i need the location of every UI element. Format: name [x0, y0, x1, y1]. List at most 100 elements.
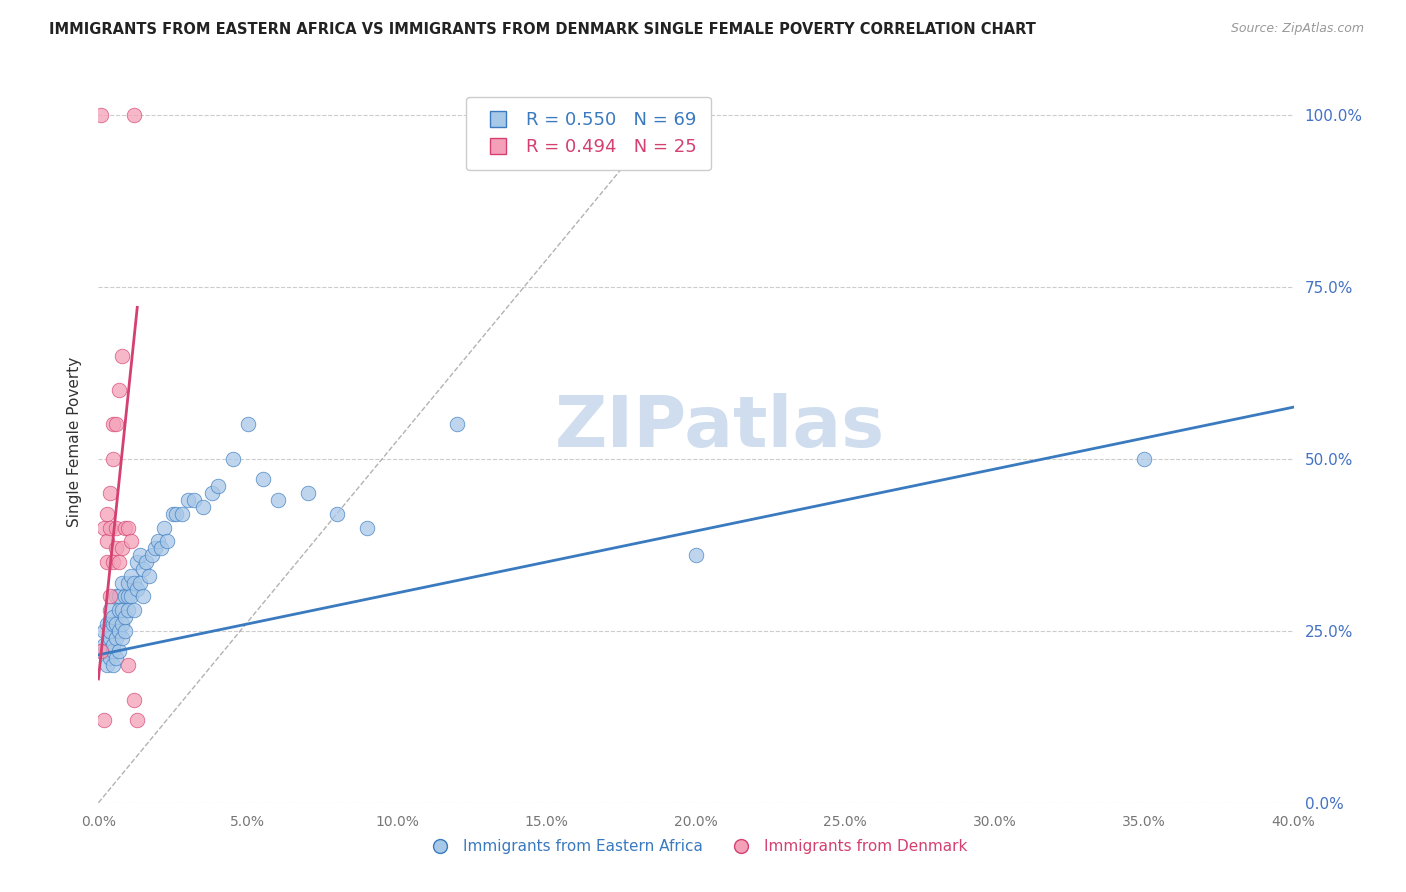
Point: [90, 644, 112, 658]
Point: [98, 631, 122, 645]
Point: [105, 541, 128, 556]
Point: [143, 541, 166, 556]
Point: [129, 548, 152, 562]
Point: [267, 493, 290, 508]
Point: [150, 541, 173, 556]
Point: [222, 451, 245, 466]
Point: [685, 548, 707, 562]
Point: [93, 713, 115, 727]
Point: [98, 603, 122, 617]
Point: [108, 555, 131, 569]
Point: [124, 108, 146, 122]
Point: [326, 507, 349, 521]
Point: [93, 520, 115, 534]
Text: IMMIGRANTS FROM EASTERN AFRICA VS IMMIGRANTS FROM DENMARK SINGLE FEMALE POVERTY : IMMIGRANTS FROM EASTERN AFRICA VS IMMIGR…: [49, 22, 1036, 37]
Point: [135, 555, 157, 569]
Point: [103, 658, 125, 673]
Point: [172, 507, 194, 521]
Point: [165, 507, 187, 521]
Point: [103, 638, 125, 652]
Point: [103, 610, 125, 624]
Point: [108, 624, 131, 638]
Point: [98, 651, 122, 665]
Point: [98, 590, 122, 604]
Point: [98, 520, 122, 534]
Point: [108, 644, 131, 658]
Point: [103, 555, 125, 569]
Point: [96, 507, 118, 521]
Point: [132, 562, 155, 576]
Point: [1133, 451, 1156, 466]
Point: [96, 658, 118, 673]
Point: [105, 590, 128, 604]
Point: [120, 590, 142, 604]
Point: [108, 603, 131, 617]
Point: [90, 108, 112, 122]
Point: [120, 568, 142, 582]
Text: ZIPatlas: ZIPatlas: [555, 392, 884, 461]
Point: [191, 500, 214, 514]
Point: [96, 616, 118, 631]
Point: [153, 520, 176, 534]
Point: [96, 534, 118, 549]
Point: [96, 644, 118, 658]
Point: [148, 534, 170, 549]
Point: [127, 555, 149, 569]
Point: [111, 616, 134, 631]
Point: [114, 520, 136, 534]
Point: [183, 493, 205, 508]
Point: [127, 582, 149, 597]
Point: [117, 603, 139, 617]
Point: [201, 486, 224, 500]
Text: Source: ZipAtlas.com: Source: ZipAtlas.com: [1230, 22, 1364, 36]
Point: [114, 590, 136, 604]
Point: [117, 575, 139, 590]
Point: [141, 548, 163, 562]
Point: [90, 644, 112, 658]
Point: [177, 493, 200, 508]
Point: [105, 651, 128, 665]
Point: [252, 472, 274, 486]
Point: [96, 555, 118, 569]
Point: [127, 713, 149, 727]
Point: [138, 568, 160, 582]
Point: [93, 638, 115, 652]
Point: [114, 610, 136, 624]
Point: [111, 541, 134, 556]
Point: [120, 534, 142, 549]
Point: [111, 575, 134, 590]
Point: [103, 417, 125, 432]
Point: [103, 616, 125, 631]
Point: [114, 624, 136, 638]
Point: [117, 590, 139, 604]
Point: [124, 692, 146, 706]
Point: [108, 383, 131, 397]
Point: [117, 520, 139, 534]
Point: [236, 417, 259, 432]
Point: [105, 631, 128, 645]
Point: [111, 603, 134, 617]
Point: [98, 486, 122, 500]
Point: [156, 534, 179, 549]
Point: [93, 624, 115, 638]
Legend: Immigrants from Eastern Africa, Immigrants from Denmark: Immigrants from Eastern Africa, Immigran…: [419, 833, 973, 860]
Point: [105, 520, 128, 534]
Point: [117, 658, 139, 673]
Point: [356, 520, 378, 534]
Point: [108, 590, 131, 604]
Point: [162, 507, 184, 521]
Point: [105, 417, 128, 432]
Point: [111, 349, 134, 363]
Point: [105, 616, 128, 631]
Y-axis label: Single Female Poverty: Single Female Poverty: [66, 357, 82, 526]
Point: [446, 417, 468, 432]
Point: [111, 631, 134, 645]
Point: [129, 575, 152, 590]
Point: [297, 486, 319, 500]
Point: [103, 451, 125, 466]
Point: [124, 575, 146, 590]
Point: [124, 603, 146, 617]
Point: [132, 590, 155, 604]
Point: [103, 644, 125, 658]
Point: [207, 479, 229, 493]
